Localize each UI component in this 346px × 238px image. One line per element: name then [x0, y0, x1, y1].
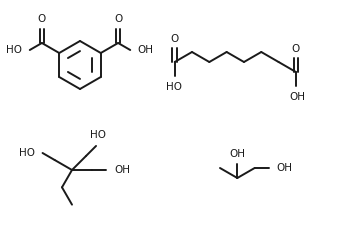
Text: HO: HO [19, 148, 35, 158]
Text: O: O [114, 14, 122, 24]
Text: OH: OH [277, 163, 293, 173]
Text: O: O [38, 14, 46, 24]
Text: O: O [171, 34, 179, 44]
Text: OH: OH [229, 149, 245, 159]
Text: OH: OH [137, 45, 153, 55]
Text: OH: OH [114, 165, 130, 175]
Text: HO: HO [6, 45, 22, 55]
Text: O: O [292, 44, 300, 54]
Text: HO: HO [90, 130, 106, 140]
Text: HO: HO [166, 82, 182, 92]
Text: OH: OH [289, 92, 305, 102]
